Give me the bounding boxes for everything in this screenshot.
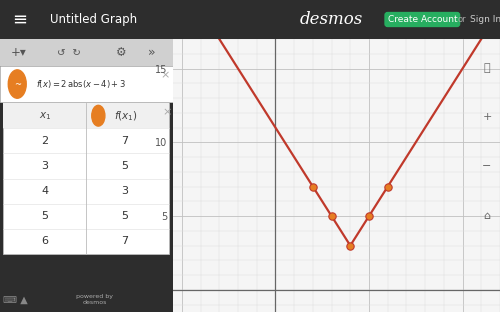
FancyBboxPatch shape [4, 103, 169, 128]
FancyBboxPatch shape [0, 66, 172, 102]
Text: 5: 5 [42, 211, 48, 221]
Text: ≡: ≡ [12, 11, 28, 28]
Text: 🔧: 🔧 [484, 62, 490, 72]
FancyBboxPatch shape [0, 39, 172, 66]
Text: 3: 3 [120, 186, 128, 196]
Text: −: − [482, 161, 492, 171]
Text: ~: ~ [14, 80, 21, 89]
Text: $x_1$: $x_1$ [38, 110, 51, 122]
Point [309, 184, 317, 189]
Text: powered by
desmos: powered by desmos [76, 294, 114, 305]
Text: 5: 5 [120, 211, 128, 221]
Text: Sign In: Sign In [470, 15, 500, 24]
Text: 5: 5 [120, 161, 128, 171]
Text: ⌂: ⌂ [484, 211, 490, 221]
Text: 6: 6 [42, 236, 48, 246]
Text: 7: 7 [120, 236, 128, 246]
Point [384, 184, 392, 189]
Text: $f(x_1)$: $f(x_1)$ [114, 109, 138, 123]
FancyBboxPatch shape [4, 103, 169, 254]
Text: »: » [148, 46, 156, 59]
Text: ⌨ ▲: ⌨ ▲ [3, 295, 28, 305]
Circle shape [8, 70, 26, 98]
Text: 7: 7 [120, 136, 128, 146]
Text: Create Account: Create Account [388, 15, 457, 24]
Text: ↺  ↻: ↺ ↻ [57, 48, 81, 58]
Text: ×: × [161, 70, 170, 80]
Text: 3: 3 [42, 161, 48, 171]
Point [328, 214, 336, 219]
Circle shape [92, 105, 105, 126]
Point [365, 214, 373, 219]
Text: ⚙: ⚙ [116, 46, 126, 59]
Point [346, 243, 354, 248]
Text: desmos: desmos [300, 11, 363, 28]
Text: ×: × [162, 108, 172, 118]
Text: 4: 4 [42, 186, 48, 196]
Text: +▾: +▾ [11, 46, 27, 59]
Text: Untitled Graph: Untitled Graph [50, 13, 137, 26]
Text: 2: 2 [42, 136, 48, 146]
Text: or: or [458, 15, 466, 24]
Text: $f(x)=2\,\mathsf{abs}(x-4)+3$: $f(x)=2\,\mathsf{abs}(x-4)+3$ [36, 78, 126, 90]
Text: +: + [482, 112, 492, 122]
